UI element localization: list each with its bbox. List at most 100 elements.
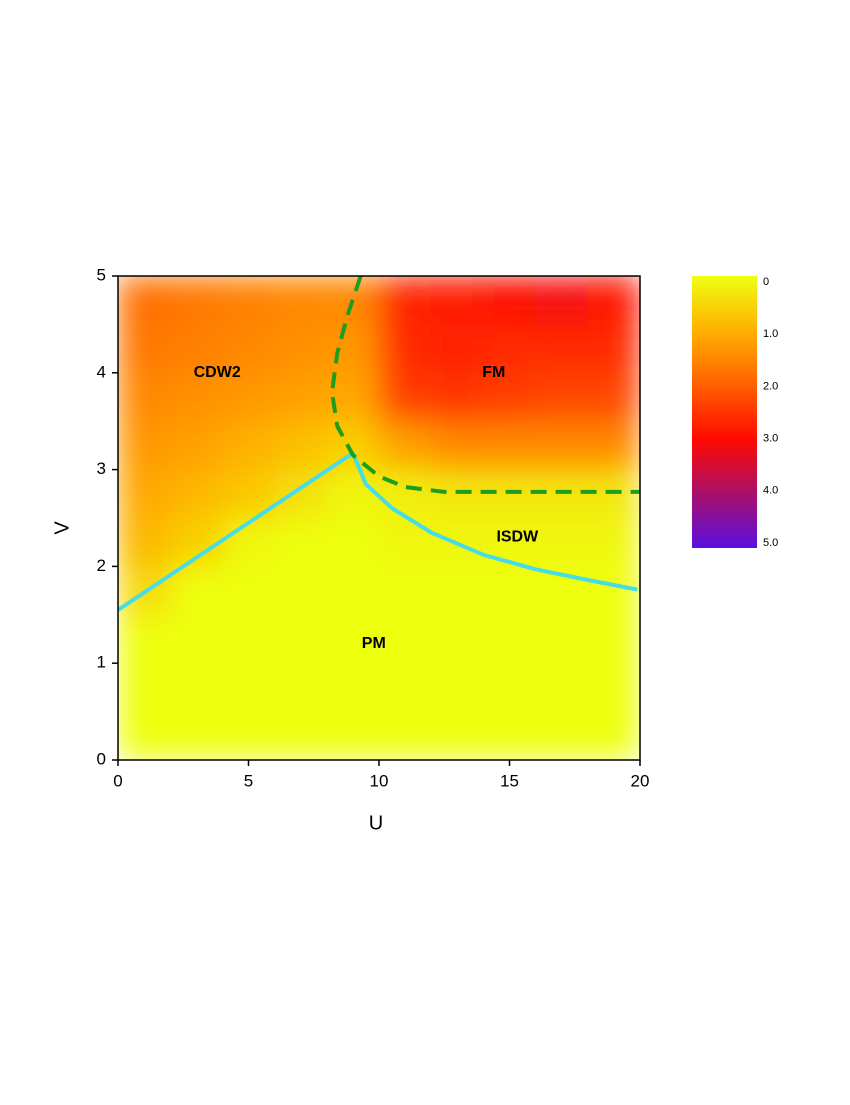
heat-cell	[326, 711, 380, 760]
heat-cell	[587, 711, 640, 760]
heat-cell	[378, 420, 432, 471]
y-tick-label: 5	[97, 265, 106, 284]
heat-cell	[326, 614, 380, 664]
heat-cell	[169, 323, 223, 374]
x-tick-label: 20	[631, 771, 650, 790]
heat-cell	[221, 662, 276, 713]
region-label: ISDW	[496, 529, 539, 546]
heat-cell	[326, 662, 380, 713]
heat-cell	[169, 614, 223, 664]
heat-cell	[274, 565, 328, 616]
heat-cell	[221, 614, 276, 664]
heat-cell	[326, 420, 380, 471]
heat-cell	[587, 614, 640, 664]
heat-cell	[378, 614, 432, 664]
x-tick-label: 10	[370, 771, 389, 790]
heat-cell	[378, 469, 432, 519]
colorbar-tick-label: 1.0	[763, 328, 778, 340]
heat-cell	[169, 662, 223, 713]
heat-cell	[535, 323, 589, 374]
heat-cell	[221, 711, 276, 760]
region-label: CDW2	[194, 364, 241, 381]
y-tick-label: 2	[97, 556, 106, 575]
heat-cell	[118, 372, 171, 422]
heat-cell	[221, 372, 276, 422]
heat-cell	[378, 372, 432, 422]
colorbar	[692, 276, 757, 548]
heat-cell	[274, 662, 328, 713]
region-label: FM	[482, 364, 505, 381]
heat-cell	[535, 711, 589, 760]
y-tick-label: 1	[97, 653, 106, 672]
heat-cell	[221, 323, 276, 374]
heat-cell	[326, 323, 380, 374]
heat-cell	[378, 711, 432, 760]
heat-cell	[430, 614, 484, 664]
heat-cell	[535, 372, 589, 422]
heat-cell	[482, 565, 537, 616]
heatmap	[118, 276, 640, 760]
heat-cell	[274, 323, 328, 374]
y-tick-label: 4	[97, 362, 106, 381]
x-tick-label: 5	[244, 771, 253, 790]
y-tick-label: 3	[97, 459, 106, 478]
heat-cell	[118, 323, 171, 374]
heat-cell	[535, 276, 589, 325]
heat-cell	[482, 372, 537, 422]
y-tick-label: 0	[97, 749, 106, 768]
heat-cell	[535, 420, 589, 471]
heat-cell	[118, 662, 171, 713]
heat-cell	[274, 711, 328, 760]
heat-cell	[326, 469, 380, 519]
heat-cell	[118, 276, 171, 325]
heat-cell	[221, 276, 276, 325]
colorbar-tick-label: 0	[763, 276, 769, 288]
heat-cell	[482, 662, 537, 713]
colorbar-tick-label: 3.0	[763, 433, 778, 445]
heat-cell	[169, 420, 223, 471]
heat-cell	[482, 711, 537, 760]
heat-cell	[430, 711, 484, 760]
heat-cell	[221, 420, 276, 471]
heat-cell	[587, 420, 640, 471]
heat-cell	[274, 614, 328, 664]
heat-cell	[169, 469, 223, 519]
x-axis-label: U	[369, 812, 383, 834]
heat-cell	[482, 276, 537, 325]
colorbar-tick-label: 2.0	[763, 380, 778, 392]
heat-cell	[587, 276, 640, 325]
heat-cell	[274, 420, 328, 471]
heat-cell	[326, 565, 380, 616]
colorbar-tick-label: 5.0	[763, 537, 778, 549]
heat-cell	[378, 276, 432, 325]
x-tick-label: 0	[113, 771, 122, 790]
heat-cell	[118, 420, 171, 471]
heat-cell	[430, 276, 484, 325]
heat-cell	[430, 372, 484, 422]
x-tick-label: 15	[500, 771, 519, 790]
heat-cell	[221, 517, 276, 567]
heat-cell	[118, 517, 171, 567]
heat-cell	[587, 662, 640, 713]
solid-boundary	[118, 451, 638, 612]
heat-cell	[430, 420, 484, 471]
dashed-boundary	[330, 276, 640, 494]
region-label: PM	[362, 635, 386, 652]
heat-cell	[587, 323, 640, 374]
heat-cell	[169, 711, 223, 760]
y-axis-label: V	[51, 521, 73, 535]
heatmap-cells	[118, 276, 640, 760]
heat-cell	[118, 711, 171, 760]
heat-cell	[326, 517, 380, 567]
heat-cell	[430, 662, 484, 713]
heat-cell	[587, 565, 640, 616]
heat-cell	[169, 276, 223, 325]
heat-cell	[274, 517, 328, 567]
heat-cell	[169, 372, 223, 422]
heat-cell	[378, 565, 432, 616]
heat-cell	[535, 517, 589, 567]
heat-cell	[274, 372, 328, 422]
heat-cell	[221, 565, 276, 616]
